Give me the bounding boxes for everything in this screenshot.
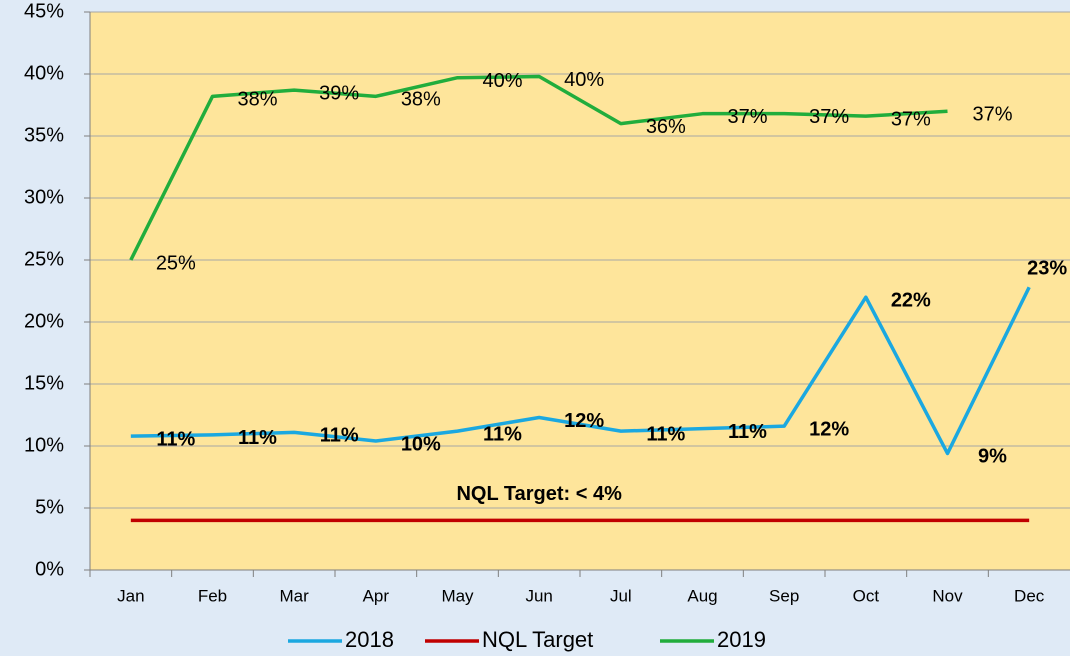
data-label: 37% (727, 106, 767, 128)
data-label: 40% (564, 69, 604, 91)
x-tick-label: Feb (198, 586, 227, 605)
data-label: 37% (809, 106, 849, 128)
x-tick-label: Nov (932, 586, 963, 605)
x-tick-label: Aug (687, 586, 717, 605)
data-label: 11% (728, 421, 767, 443)
y-tick-label: 35% (24, 124, 64, 146)
x-tick-label: Mar (280, 586, 310, 605)
y-tick-label: 15% (24, 372, 64, 394)
data-label: 11% (156, 428, 195, 450)
legend-label: 2019 (717, 627, 766, 652)
x-tick-label: Apr (363, 586, 390, 605)
x-tick-label: May (441, 586, 474, 605)
data-label: 22% (891, 289, 931, 311)
x-tick-label: Jul (610, 586, 632, 605)
series-line (130, 286, 1031, 456)
data-label: 11% (483, 423, 522, 445)
data-label: 25% (156, 252, 196, 274)
y-tick-label: 10% (24, 434, 64, 456)
data-label: 11% (646, 423, 685, 445)
plot-area (90, 12, 1070, 570)
legend-label: 2018 (345, 627, 394, 652)
x-tick-label: Dec (1014, 586, 1045, 605)
x-tick-label: Jun (525, 586, 552, 605)
annotation: NQL Target: < 4% (456, 483, 622, 505)
y-tick-label: 0% (35, 558, 64, 580)
y-tick-label: 20% (24, 310, 64, 332)
data-label: 40% (482, 70, 522, 92)
data-label: 23% (1027, 258, 1067, 280)
data-label: 10% (401, 433, 441, 455)
data-label: 38% (237, 89, 277, 111)
data-label: 11% (320, 425, 359, 447)
x-tick-label: Sep (769, 586, 799, 605)
series-line (129, 74, 948, 261)
data-label: 39% (319, 82, 359, 104)
data-label: 9% (978, 446, 1007, 468)
data-label: 12% (809, 418, 849, 440)
y-tick-label: 25% (24, 248, 64, 270)
data-label: 36% (646, 116, 686, 138)
data-label: 37% (972, 103, 1012, 125)
data-label: 38% (401, 89, 441, 111)
y-tick-label: 5% (35, 496, 64, 518)
y-tick-label: 45% (24, 0, 64, 22)
x-tick-label: Jan (117, 586, 144, 605)
y-tick-label: 30% (24, 186, 64, 208)
x-tick-label: Oct (853, 586, 880, 605)
legend-label: NQL Target (482, 627, 593, 652)
data-label: 37% (891, 108, 931, 130)
data-label: 12% (564, 410, 604, 432)
y-tick-label: 40% (24, 62, 64, 84)
data-label: 11% (238, 427, 277, 449)
